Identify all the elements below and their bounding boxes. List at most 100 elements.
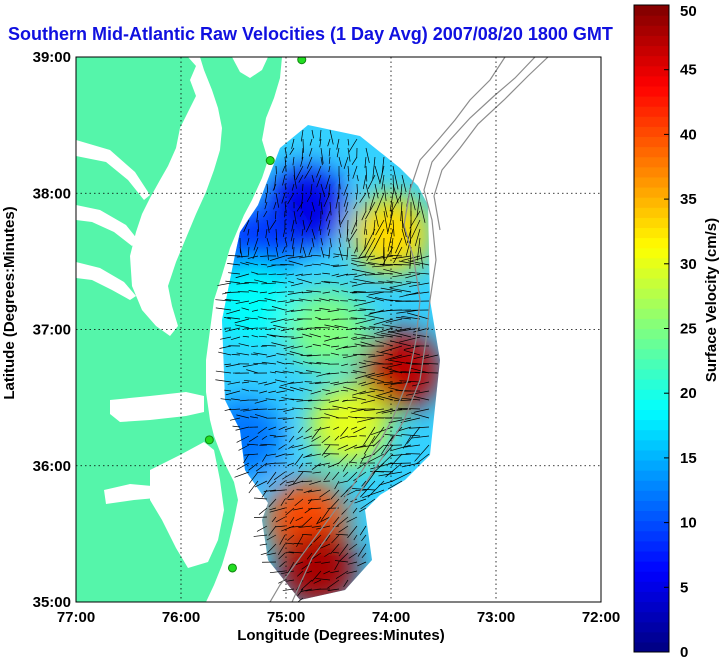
velocity-vector: [364, 237, 367, 250]
velocity-vector: [313, 407, 322, 410]
velocity-vector: [266, 237, 270, 247]
velocity-vector: [361, 336, 385, 340]
velocity-vector: [303, 435, 313, 439]
velocity-vector: [378, 471, 403, 477]
velocity-vector: [320, 543, 331, 549]
velocity-vector: [273, 201, 277, 210]
velocity-vector: [299, 237, 304, 254]
velocity-vector: [295, 273, 304, 276]
velocity-vector: [309, 210, 313, 220]
velocity-vector: [302, 138, 304, 153]
velocity-vector: [253, 408, 268, 411]
velocity-vector: [340, 371, 349, 374]
colorbar-band: [634, 166, 669, 178]
velocity-vector: [239, 399, 250, 402]
velocity-vector: [351, 291, 376, 294]
x-tick-label: 76:00: [162, 609, 200, 626]
velocity-vector: [348, 461, 358, 464]
velocity-vector: [422, 354, 439, 359]
velocity-vector: [364, 314, 385, 320]
velocity-vector: [337, 453, 349, 465]
velocity-vector: [220, 336, 232, 340]
velocity-vector: [310, 390, 322, 395]
velocity-vector: [361, 534, 367, 542]
velocity-vector: [280, 381, 295, 387]
velocity-vector: [374, 183, 379, 199]
velocity-vector: [354, 246, 358, 254]
velocity-vector: [401, 174, 407, 193]
colorbar-band: [634, 338, 669, 350]
velocity-vector: [264, 201, 268, 210]
velocity-vector: [352, 396, 367, 401]
velocity-vector: [302, 246, 307, 258]
velocity-vector: [268, 390, 277, 393]
velocity-vector: [293, 210, 297, 225]
velocity-vector: [306, 354, 322, 357]
velocity-vector: [276, 291, 286, 293]
velocity-vector: [345, 273, 358, 276]
velocity-vector: [223, 316, 232, 320]
velocity-vector: [347, 237, 351, 248]
velocity-vector: [373, 327, 394, 335]
velocity-vector: [335, 533, 349, 536]
velocity-vector: [287, 462, 295, 466]
velocity-vector: [340, 210, 349, 225]
velocity-vector: [215, 307, 232, 311]
velocity-vector: [351, 156, 358, 165]
velocity-vector: [350, 408, 367, 413]
velocity-vector: [299, 387, 313, 392]
velocity-vector: [348, 138, 358, 153]
velocity-vector: [405, 273, 421, 279]
velocity-vector: [297, 426, 304, 434]
velocity-vector: [315, 462, 331, 467]
velocity-vector: [306, 570, 313, 574]
albemarle-sound: [110, 392, 204, 422]
velocity-vector: [275, 453, 286, 458]
colorbar-band: [634, 318, 669, 330]
velocity-vector: [232, 425, 241, 428]
velocity-vector: [253, 362, 268, 365]
velocity-vector: [314, 326, 331, 329]
velocity-vector: [314, 426, 331, 431]
velocity-vector: [347, 525, 358, 539]
velocity-vector: [298, 525, 313, 528]
velocity-vector: [268, 426, 277, 431]
velocity-vector: [355, 318, 376, 325]
velocity-vector: [287, 489, 295, 499]
colorbar-band: [634, 197, 669, 208]
velocity-vector: [342, 462, 349, 472]
station-marker: [297, 57, 307, 65]
velocity-vector: [353, 471, 367, 482]
y-tick-label: 39:00: [33, 49, 71, 66]
velocity-vector: [295, 516, 304, 522]
velocity-vector: [235, 324, 250, 329]
velocity-vector: [336, 147, 340, 158]
velocity-vector: [244, 453, 259, 456]
colorbar-band: [634, 106, 669, 117]
velocity-vector: [256, 525, 268, 532]
velocity-vector: [251, 309, 259, 312]
velocity-vector: [325, 210, 331, 222]
velocity-vector: [274, 471, 286, 481]
colorbar-band: [634, 520, 669, 532]
velocity-vector: [248, 435, 259, 442]
velocity-vector: [347, 406, 358, 410]
velocity-vector: [325, 534, 331, 542]
velocity-vector: [347, 165, 350, 176]
velocity-vector: [297, 570, 304, 577]
colorbar-band: [634, 581, 669, 592]
velocity-vector: [369, 326, 385, 329]
velocity-vector: [287, 534, 295, 541]
velocity-vector: [306, 290, 322, 293]
velocity-vector: [320, 147, 324, 164]
velocity-vector: [323, 335, 331, 338]
velocity-vector: [258, 381, 268, 385]
colorbar-band: [634, 25, 669, 36]
velocity-vector: [220, 398, 232, 401]
velocity-vector: [354, 333, 376, 338]
velocity-vector: [286, 352, 295, 356]
velocity-vector: [254, 414, 268, 419]
velocity-vector: [268, 291, 277, 295]
velocity-vector: [334, 560, 349, 563]
velocity-vector: [373, 228, 385, 249]
